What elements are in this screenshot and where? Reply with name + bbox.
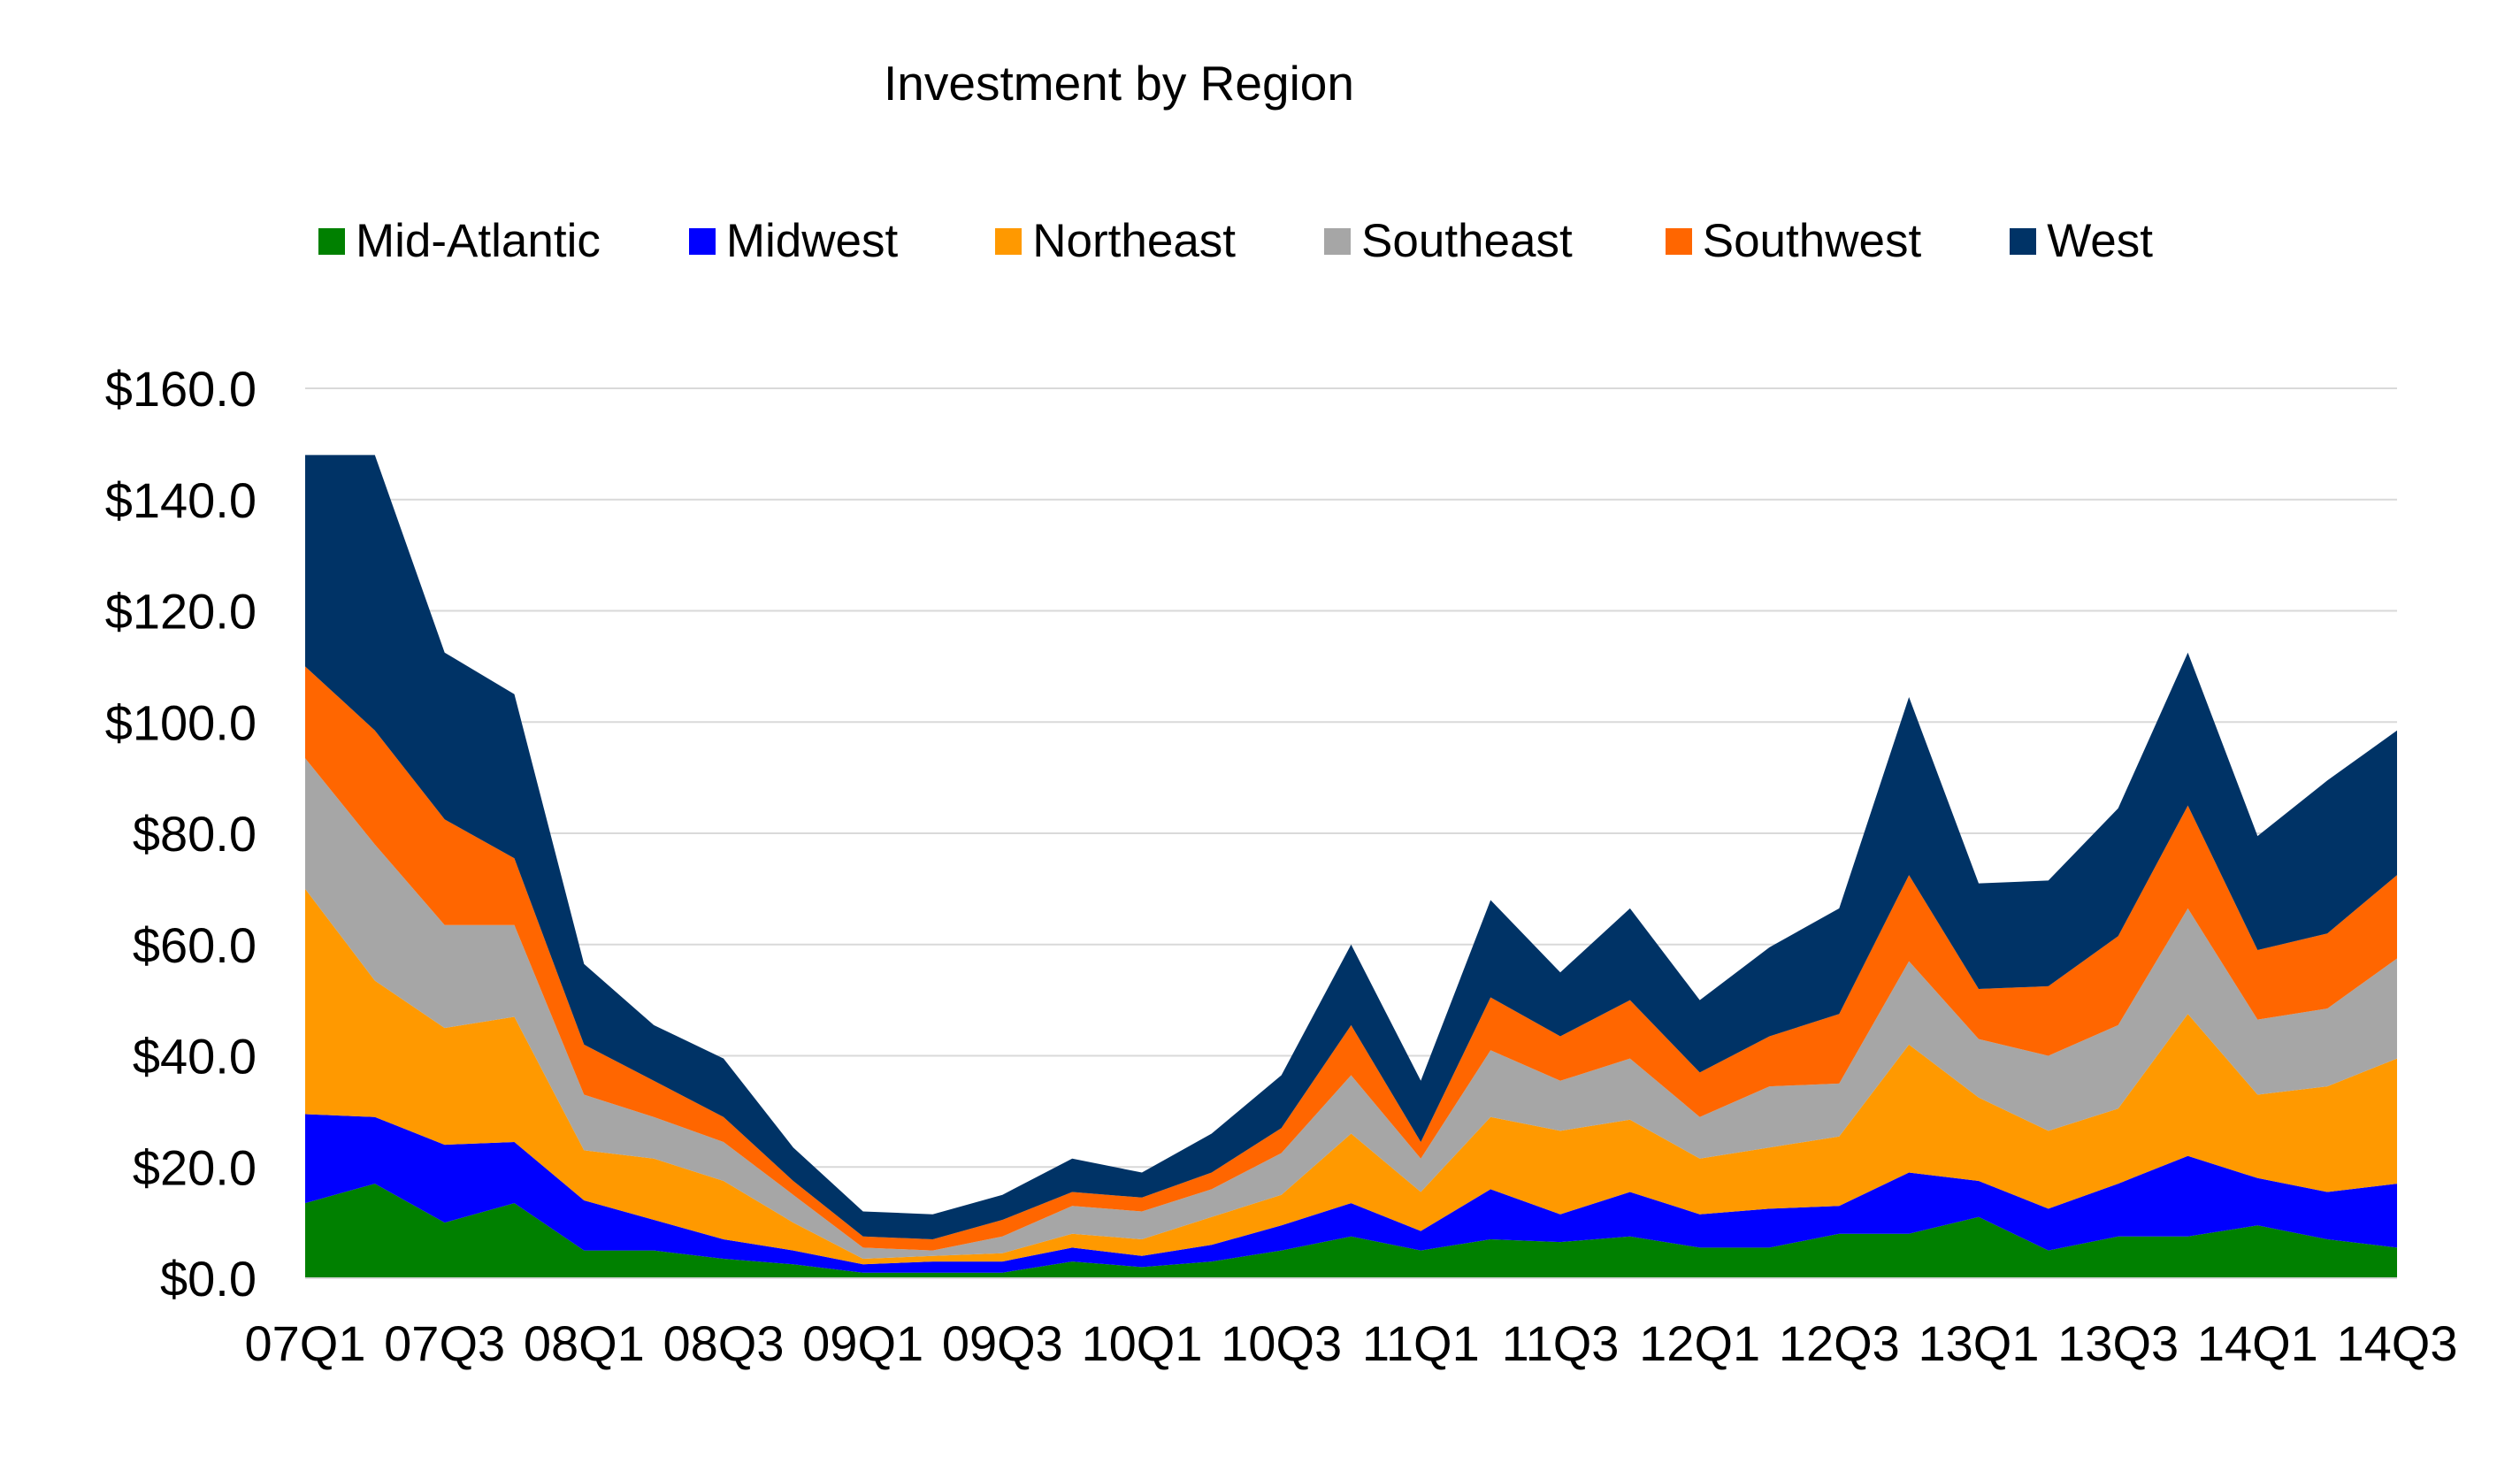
chart-title: Investment by Region (884, 56, 1354, 111)
legend-label: Midwest (725, 215, 899, 267)
legend-swatch (318, 227, 345, 255)
legend-swatch (1665, 227, 1692, 255)
y-tick-label: $160.0 (105, 361, 257, 417)
legend-label: West (2047, 215, 2153, 267)
x-tick-label: 09Q3 (942, 1315, 1063, 1371)
legend-item: Southwest (1665, 214, 1922, 268)
area-series-northeast (305, 888, 2397, 1265)
x-tick-label: 12Q1 (1639, 1315, 1760, 1371)
legend-item: Northeast (995, 214, 1236, 268)
x-tick-label: 11Q3 (1502, 1315, 1620, 1371)
x-tick-label: 08Q3 (663, 1315, 785, 1371)
x-tick-label: 11Q1 (1362, 1315, 1480, 1371)
y-tick-label: $40.0 (133, 1029, 257, 1085)
legend-label: Mid-Atlantic (356, 215, 601, 267)
legend-item: Mid-Atlantic (318, 214, 601, 268)
x-tick-label: 13Q3 (2057, 1315, 2179, 1371)
x-tick-label: 08Q1 (524, 1315, 645, 1371)
legend-label: Southwest (1702, 215, 1922, 267)
legend-swatch (995, 227, 1023, 255)
area-series-mid-atlantic (305, 1184, 2397, 1278)
area-series-midwest (305, 1114, 2397, 1273)
legend-item: Southeast (1324, 214, 1573, 268)
x-tick-label: 10Q3 (1221, 1315, 1342, 1371)
y-tick-label: $20.0 (133, 1139, 257, 1195)
y-tick-label: $100.0 (105, 694, 257, 750)
x-tick-label: 12Q3 (1779, 1315, 1900, 1371)
x-tick-label: 13Q1 (1919, 1315, 2040, 1371)
y-tick-label: $120.0 (105, 584, 257, 640)
legend-label: Northeast (1032, 215, 1237, 267)
legend-label: Southeast (1361, 215, 1573, 267)
y-tick-label: $60.0 (133, 917, 257, 973)
legend: Mid-Atlantic Midwest Northeast Southeast Sou… (318, 214, 2153, 268)
legend-swatch (1324, 227, 1352, 255)
legend-item: Midwest (688, 214, 899, 268)
x-tick-label: 09Q1 (802, 1315, 923, 1371)
legend-swatch (2010, 227, 2037, 255)
x-tick-label: 14Q3 (2337, 1315, 2458, 1371)
legend-swatch (688, 227, 716, 255)
y-tick-label: $0.0 (160, 1251, 257, 1307)
x-tick-label: 07Q3 (384, 1315, 505, 1371)
x-tick-label: 10Q1 (1082, 1315, 1203, 1371)
y-tick-label: $80.0 (133, 806, 257, 862)
y-tick-label: $140.0 (105, 472, 257, 528)
legend-item: West (2010, 214, 2153, 268)
x-tick-label: 14Q1 (2197, 1315, 2318, 1371)
x-tick-label: 07Q1 (245, 1315, 366, 1371)
